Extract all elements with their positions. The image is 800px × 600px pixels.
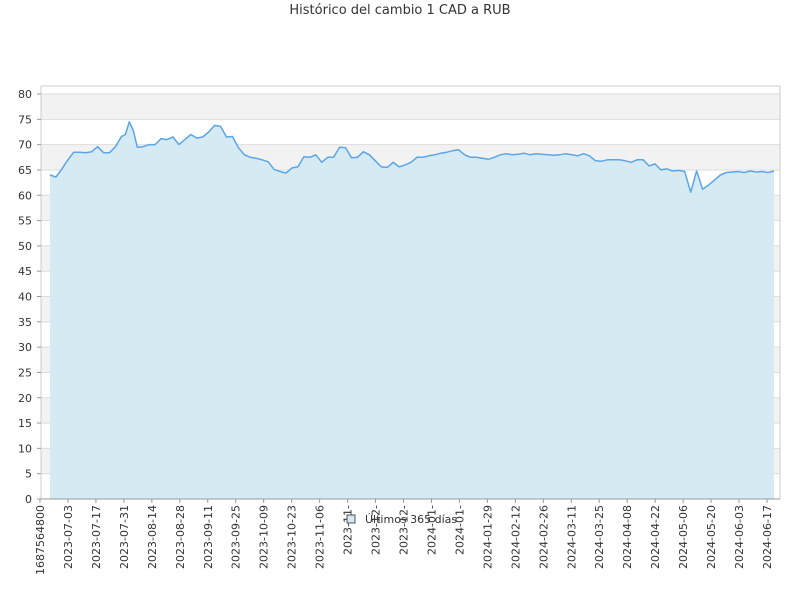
y-tick-label: 0: [25, 493, 32, 506]
x-tick-label: 1687564800: [34, 505, 47, 575]
x-tick-label: 2024-01-29: [481, 505, 494, 569]
y-tick-label: 65: [18, 164, 32, 177]
x-tick-label: 2023-07-31: [118, 505, 131, 569]
x-tick-label: 2024-02-26: [537, 505, 550, 569]
x-tick-label: 2024-01-: [453, 505, 466, 555]
series-line: [49, 121, 775, 193]
y-axis-ticks: 0 5 10 15 20 25 30 35 40 45 50 55 60 65 70 75 80: [18, 88, 41, 506]
grid-band: [41, 94, 780, 120]
x-tick-label: 2024-06-03: [733, 505, 746, 569]
x-tick-label: 2023-07-03: [62, 505, 75, 569]
y-tick-label: 25: [18, 366, 32, 379]
x-tick-label: 2024-04-22: [649, 505, 662, 569]
legend-label: Últimos 365 días: [365, 513, 457, 526]
x-tick-label: 2023-11-: [342, 505, 355, 555]
y-tick-label: 80: [18, 88, 32, 101]
y-tick-label: 60: [18, 189, 32, 202]
x-tick-label: 2023-08-28: [174, 505, 187, 569]
x-tick-label: 2024-05-20: [705, 505, 718, 569]
y-tick-label: 50: [18, 240, 32, 253]
x-tick-label: 2024-02-12: [509, 505, 522, 569]
x-axis-ticks: 1687564800 2023-07-03 2023-07-17 2023-07-31…: [34, 499, 774, 575]
y-tick-label: 70: [18, 139, 32, 152]
chart-title: Histórico del cambio 1 CAD a RUB: [289, 3, 511, 18]
y-tick-label: 45: [18, 265, 32, 278]
chart-legend: Últimos 365 días: [346, 513, 457, 526]
x-tick-label: 2024-04-08: [621, 505, 634, 569]
x-tick-label: 2023-10-09: [258, 505, 271, 569]
y-tick-label: 20: [18, 392, 32, 405]
y-tick-label: 30: [18, 341, 32, 354]
legend-swatch: [346, 514, 356, 524]
y-tick-label: 10: [18, 442, 32, 455]
chart-axes: [40, 85, 781, 500]
y-tick-label: 35: [18, 316, 32, 329]
x-tick-label: 2024-01-: [425, 505, 438, 555]
y-tick-label: 5: [25, 468, 32, 481]
x-tick-label: 2023-11-06: [314, 505, 327, 569]
x-tick-label: 2023-12-: [398, 505, 411, 555]
x-tick-label: 2024-03-11: [565, 505, 578, 569]
x-tick-label: 2023-08-14: [146, 505, 159, 569]
x-tick-label: 2023-12-: [370, 505, 383, 555]
x-tick-label: 2024-05-06: [677, 505, 690, 569]
x-tick-label: 2023-09-11: [202, 505, 215, 569]
y-tick-label: 15: [18, 417, 32, 430]
x-tick-label: 2024-03-25: [593, 505, 606, 569]
y-tick-label: 75: [18, 113, 32, 126]
y-tick-label: 55: [18, 215, 32, 228]
x-tick-label: 2023-09-25: [230, 505, 243, 569]
x-tick-label: 2023-07-17: [90, 505, 103, 569]
x-tick-label: 2023-10-23: [286, 505, 299, 569]
y-tick-label: 40: [18, 291, 32, 304]
series-fill: [50, 121, 774, 500]
chart-series-area: [49, 121, 775, 500]
x-tick-label: 2024-06-17: [761, 505, 774, 569]
